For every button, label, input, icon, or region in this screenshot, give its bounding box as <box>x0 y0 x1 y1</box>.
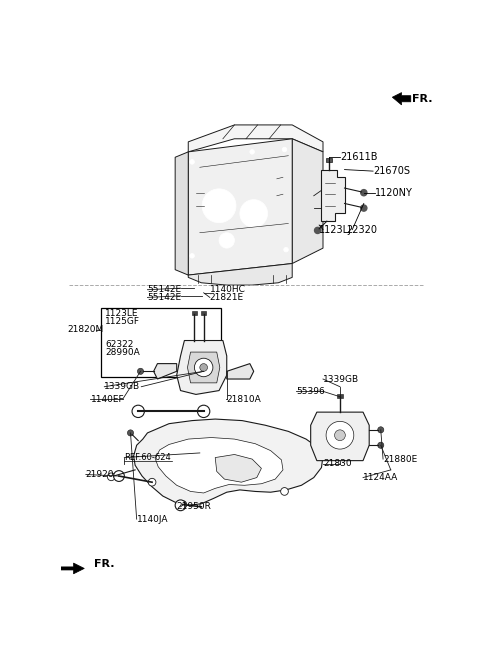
Circle shape <box>378 427 384 433</box>
Text: 21920: 21920 <box>86 470 114 479</box>
Polygon shape <box>227 363 254 379</box>
Text: FR.: FR. <box>94 559 114 569</box>
Text: 1123LJ: 1123LJ <box>319 224 352 235</box>
Polygon shape <box>155 438 283 493</box>
Circle shape <box>148 478 156 486</box>
Text: REF.60-624: REF.60-624 <box>124 453 171 462</box>
Circle shape <box>250 150 254 154</box>
Polygon shape <box>188 125 323 152</box>
Bar <box>337 394 343 398</box>
Circle shape <box>175 500 186 510</box>
Polygon shape <box>175 152 188 275</box>
Bar <box>101 308 221 377</box>
Text: 55396: 55396 <box>296 387 325 396</box>
Text: 1140JA: 1140JA <box>137 515 168 523</box>
Text: 22320: 22320 <box>346 224 377 235</box>
Text: 28990A: 28990A <box>105 348 140 357</box>
Text: 21880E: 21880E <box>383 455 417 464</box>
Circle shape <box>137 368 144 375</box>
Circle shape <box>219 233 234 248</box>
Circle shape <box>179 501 187 508</box>
Text: 1125GF: 1125GF <box>105 317 140 326</box>
Text: 21820M: 21820M <box>67 325 104 335</box>
Circle shape <box>108 473 115 481</box>
Text: 21950R: 21950R <box>177 502 212 511</box>
Circle shape <box>314 228 321 234</box>
Text: 21611B: 21611B <box>340 152 377 162</box>
Text: 55142E: 55142E <box>147 293 181 302</box>
Circle shape <box>361 190 367 195</box>
Circle shape <box>190 159 194 164</box>
Circle shape <box>202 189 236 222</box>
Circle shape <box>326 421 354 449</box>
Text: 1140EF: 1140EF <box>90 394 124 403</box>
Polygon shape <box>60 563 84 574</box>
Circle shape <box>240 199 267 228</box>
Text: 1123LE: 1123LE <box>105 309 139 318</box>
Text: FR.: FR. <box>412 94 433 104</box>
Text: 1140HC: 1140HC <box>210 285 246 294</box>
Polygon shape <box>133 419 323 505</box>
Circle shape <box>282 147 287 152</box>
Polygon shape <box>154 363 177 379</box>
Polygon shape <box>215 455 262 482</box>
Polygon shape <box>188 139 292 275</box>
Circle shape <box>114 470 124 482</box>
Polygon shape <box>292 139 323 264</box>
Polygon shape <box>188 352 220 383</box>
Bar <box>326 158 332 162</box>
Text: 1339GB: 1339GB <box>323 375 359 384</box>
Circle shape <box>197 405 210 417</box>
Polygon shape <box>177 340 227 394</box>
Circle shape <box>284 247 288 252</box>
Text: 62322: 62322 <box>105 340 133 349</box>
Circle shape <box>200 363 207 371</box>
Text: 1120NY: 1120NY <box>375 188 413 197</box>
Text: 21670S: 21670S <box>373 166 410 176</box>
Polygon shape <box>188 264 292 285</box>
Text: 1339GB: 1339GB <box>104 382 141 391</box>
Polygon shape <box>311 412 369 461</box>
Circle shape <box>361 205 367 211</box>
Circle shape <box>127 430 133 436</box>
Text: 1124AA: 1124AA <box>363 473 398 482</box>
Bar <box>201 311 206 315</box>
Circle shape <box>194 358 213 377</box>
Text: 21810A: 21810A <box>226 394 261 403</box>
Circle shape <box>335 430 345 441</box>
Circle shape <box>132 405 144 417</box>
Text: 55142E: 55142E <box>147 285 181 294</box>
Bar <box>192 311 197 315</box>
Polygon shape <box>322 170 345 221</box>
Polygon shape <box>392 92 411 105</box>
Text: 21821E: 21821E <box>210 293 244 302</box>
Text: 21830: 21830 <box>323 459 352 468</box>
Circle shape <box>378 442 384 448</box>
Circle shape <box>190 253 194 258</box>
Circle shape <box>281 487 288 495</box>
